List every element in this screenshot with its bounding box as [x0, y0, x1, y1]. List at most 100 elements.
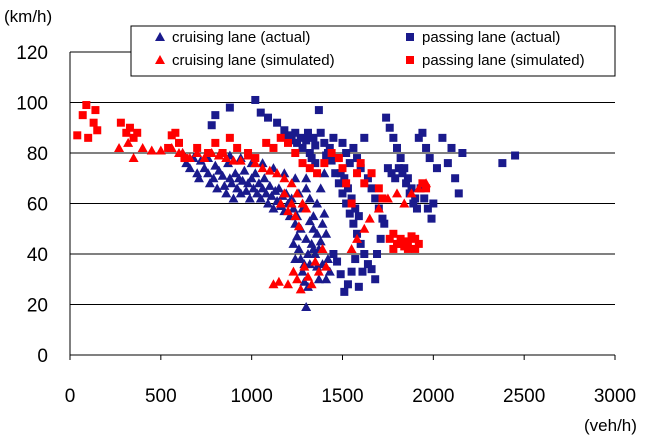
- square-point: [389, 229, 398, 238]
- triangle-point: [346, 243, 357, 253]
- y-tick-labels: 0 20 40 60 80 100 120: [16, 43, 48, 367]
- square-point: [363, 260, 372, 269]
- square-point: [511, 151, 520, 160]
- triangle-point: [223, 158, 234, 168]
- triangle-point: [301, 183, 312, 193]
- legend-marker: [406, 56, 414, 64]
- square-point: [291, 149, 300, 157]
- triangle-point: [286, 193, 297, 203]
- triangle-point: [279, 168, 290, 178]
- triangle-point: [359, 223, 370, 233]
- square-point: [347, 194, 356, 203]
- square-point: [412, 204, 421, 213]
- triangle-point: [266, 190, 277, 200]
- legend-label: passing lane (actual): [422, 29, 560, 46]
- legend-marker: [155, 55, 165, 64]
- triangle-point: [217, 170, 228, 180]
- square-point: [354, 282, 363, 291]
- triangle-point: [259, 173, 270, 183]
- data-points: [73, 95, 520, 312]
- square-point: [302, 136, 311, 145]
- square-point: [367, 184, 376, 193]
- square-point: [414, 239, 423, 248]
- triangle-point: [203, 168, 214, 178]
- square-point: [383, 164, 392, 173]
- square-point: [402, 179, 411, 188]
- triangle-point: [304, 193, 315, 203]
- square-point: [391, 174, 400, 183]
- square-point: [389, 244, 398, 253]
- y-tick-label: 120: [16, 43, 48, 64]
- square-point: [125, 123, 134, 132]
- x-axis-unit: (veh/h): [584, 416, 637, 435]
- square-point: [311, 141, 320, 150]
- square-point: [316, 128, 325, 137]
- triangle-point: [244, 193, 255, 203]
- triangle-point: [290, 173, 301, 183]
- x-tick-label: 1500: [321, 386, 363, 407]
- square-point: [432, 164, 441, 173]
- square-point: [425, 154, 434, 163]
- square-point: [429, 199, 438, 208]
- y-tick-label: 20: [27, 296, 48, 317]
- axes: [69, 52, 616, 360]
- triangle-point: [250, 158, 261, 168]
- triangle-point: [128, 153, 139, 163]
- square-point: [378, 214, 387, 223]
- square-point: [378, 194, 387, 203]
- square-point: [327, 149, 336, 157]
- square-point: [122, 128, 131, 137]
- square-point: [376, 234, 385, 243]
- y-tick-label: 0: [37, 346, 48, 367]
- square-point: [367, 169, 376, 178]
- square-point: [204, 149, 213, 157]
- square-point: [356, 159, 365, 168]
- square-point: [422, 143, 431, 152]
- y-tick-label: 80: [27, 144, 48, 165]
- square-point: [262, 138, 271, 147]
- square-point: [423, 204, 432, 213]
- square-point: [338, 189, 347, 198]
- triangle-point: [268, 203, 279, 213]
- square-point: [91, 106, 100, 115]
- x-tick-label: 2000: [412, 386, 454, 407]
- triangle-point: [246, 173, 257, 183]
- square-point: [338, 138, 347, 147]
- triangle-point: [181, 158, 192, 168]
- triangle-point: [290, 254, 301, 264]
- square-point: [367, 265, 376, 274]
- square-point: [320, 159, 329, 168]
- square-point: [298, 159, 307, 168]
- triangle-point: [288, 266, 299, 276]
- square-point: [244, 149, 253, 157]
- square-point: [336, 169, 345, 178]
- square-point: [447, 143, 456, 152]
- triangle-point: [230, 168, 241, 178]
- x-tick-label: 2500: [503, 386, 545, 407]
- triangle-point: [304, 216, 315, 226]
- triangle-point: [155, 145, 166, 155]
- square-point: [498, 159, 507, 168]
- square-point: [329, 250, 338, 258]
- square-point: [400, 164, 409, 173]
- square-point: [438, 133, 447, 142]
- square-point: [305, 164, 314, 173]
- triangle-point: [317, 218, 328, 228]
- triangle-point: [308, 223, 319, 233]
- square-point: [84, 133, 93, 142]
- triangle-point: [273, 183, 284, 193]
- square-point: [345, 209, 354, 218]
- square-point: [338, 164, 347, 173]
- legend-label: cruising lane (simulated): [172, 52, 335, 69]
- square-point: [314, 106, 323, 115]
- square-point: [327, 156, 336, 165]
- triangle-point: [252, 188, 263, 198]
- triangle-point: [322, 254, 333, 264]
- square-point: [393, 143, 401, 152]
- square-point: [374, 184, 383, 193]
- square-point: [273, 118, 282, 127]
- square-point: [398, 169, 407, 178]
- square-point: [345, 159, 354, 168]
- square-point: [360, 179, 369, 188]
- triangle-point: [301, 302, 312, 312]
